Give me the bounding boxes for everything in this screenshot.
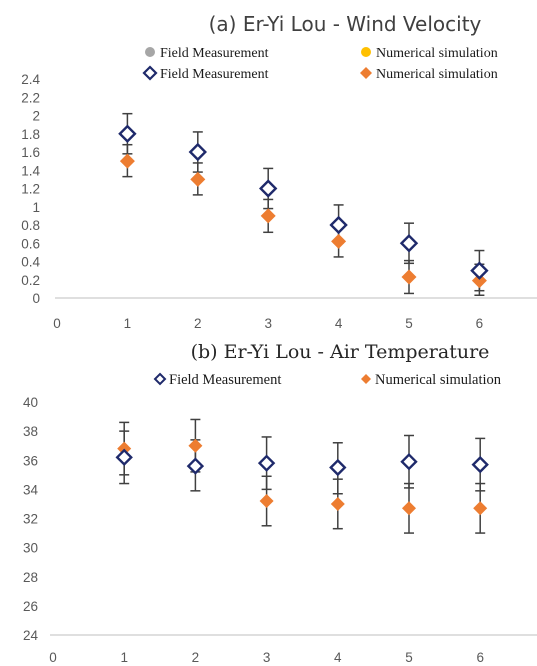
legend-a-label-1: Numerical simulation [376, 46, 498, 61]
chart-a-marks [118, 112, 489, 297]
y-tick-label: 30 [23, 541, 38, 556]
x-tick-label: 4 [334, 650, 342, 665]
legend-a-marker-1 [361, 47, 371, 57]
chart-b-x-ticks: 0 1 2 3 4 5 6 [49, 650, 484, 665]
x-tick-label: 1 [124, 316, 132, 331]
legend-a-label-3: Numerical simulation [376, 67, 498, 82]
field-measurement-point [118, 124, 137, 143]
legend-a-label-2: Field Measurement [160, 67, 269, 82]
y-tick-label: 36 [23, 453, 38, 468]
legend-a-marker-3 [360, 67, 372, 79]
x-tick-label: 2 [192, 650, 200, 665]
y-tick-label: 28 [23, 570, 38, 585]
chart-b-legend: Field Measurement Numerical simulation [153, 372, 502, 388]
field-measurement-point [257, 454, 276, 472]
y-tick-label: 1.4 [21, 163, 40, 178]
x-tick-label: 4 [335, 316, 343, 331]
numerical-simulation-point [471, 273, 487, 289]
numerical-simulation-point [259, 494, 274, 509]
y-tick-label: 34 [23, 482, 39, 497]
legend-a-marker-0 [145, 47, 155, 57]
chart-a-title: (a) Er-Yi Lou - Wind Velocity [209, 12, 482, 36]
numerical-simulation-point [473, 501, 488, 516]
y-tick-label: 0.6 [21, 236, 40, 251]
numerical-simulation-point [190, 171, 206, 187]
field-measurement-point [115, 448, 133, 467]
y-tick-label: 40 [23, 395, 38, 410]
chart-air-temperature: (b) Er-Yi Lou - Air Temperature Field Me… [23, 341, 537, 665]
numerical-simulation-point [401, 269, 417, 285]
y-tick-label: 26 [23, 599, 38, 614]
x-tick-label: 0 [49, 650, 57, 665]
chart-wind-velocity: (a) Er-Yi Lou - Wind Velocity Field Meas… [21, 12, 537, 331]
x-tick-label: 5 [405, 650, 413, 665]
y-tick-label: 1 [32, 200, 40, 215]
numerical-simulation-point [119, 153, 135, 169]
chart-a-legend: Field Measurement Numerical simulation F… [142, 46, 498, 82]
y-tick-label: 1.8 [21, 127, 40, 142]
legend-b-marker-1 [361, 374, 371, 384]
y-tick-label: 32 [23, 512, 38, 527]
field-measurement-point [471, 455, 489, 474]
chart-b-y-ticks: 24 26 28 30 32 34 36 38 40 [23, 395, 39, 643]
x-tick-label: 1 [120, 650, 128, 665]
numerical-simulation-point [260, 208, 276, 224]
chart-a-x-ticks: 0 1 2 3 4 5 6 [53, 316, 483, 331]
chart-a-y-ticks: 0 0.2 0.4 0.6 0.8 1 1.2 1.4 1.6 1.8 2 2.2 2.4 [21, 72, 40, 306]
field-measurement-point [259, 179, 278, 198]
numerical-simulation-point [330, 496, 345, 511]
x-tick-label: 5 [405, 316, 413, 331]
field-measurement-point [399, 234, 419, 253]
y-tick-label: 1.6 [21, 145, 40, 160]
y-tick-label: 2.2 [21, 90, 40, 105]
legend-b-label-0: Field Measurement [169, 372, 281, 388]
field-measurement-point [400, 453, 418, 471]
y-tick-label: 0.8 [21, 218, 40, 233]
y-tick-label: 0.4 [21, 255, 40, 270]
y-tick-label: 0 [32, 291, 40, 306]
y-tick-label: 2.4 [21, 72, 40, 87]
y-tick-label: 24 [23, 628, 39, 643]
field-measurement-point [186, 457, 205, 475]
legend-b-marker-0 [153, 372, 167, 386]
numerical-simulation-point [188, 438, 203, 453]
y-tick-label: 0.2 [21, 273, 40, 288]
chart-b-title: (b) Er-Yi Lou - Air Temperature [191, 341, 490, 363]
x-tick-label: 6 [476, 650, 484, 665]
y-tick-label: 2 [32, 109, 40, 124]
y-tick-label: 1.2 [21, 182, 40, 197]
field-measurement-point [329, 215, 348, 235]
x-tick-label: 3 [264, 316, 272, 331]
field-measurement-point [188, 142, 207, 162]
field-measurement-point [470, 261, 489, 280]
chart-b-marks [115, 418, 489, 534]
legend-b-label-1: Numerical simulation [375, 372, 502, 388]
field-measurement-point [329, 458, 347, 477]
numerical-simulation-point [117, 441, 132, 456]
numerical-simulation-point [402, 501, 416, 516]
x-tick-label: 0 [53, 316, 61, 331]
legend-a-label-0: Field Measurement [160, 46, 269, 61]
x-tick-label: 2 [194, 316, 202, 331]
x-tick-label: 3 [263, 650, 271, 665]
y-tick-label: 38 [23, 424, 38, 439]
x-tick-label: 6 [476, 316, 484, 331]
legend-a-marker-2 [142, 65, 158, 81]
numerical-simulation-point [331, 233, 347, 249]
